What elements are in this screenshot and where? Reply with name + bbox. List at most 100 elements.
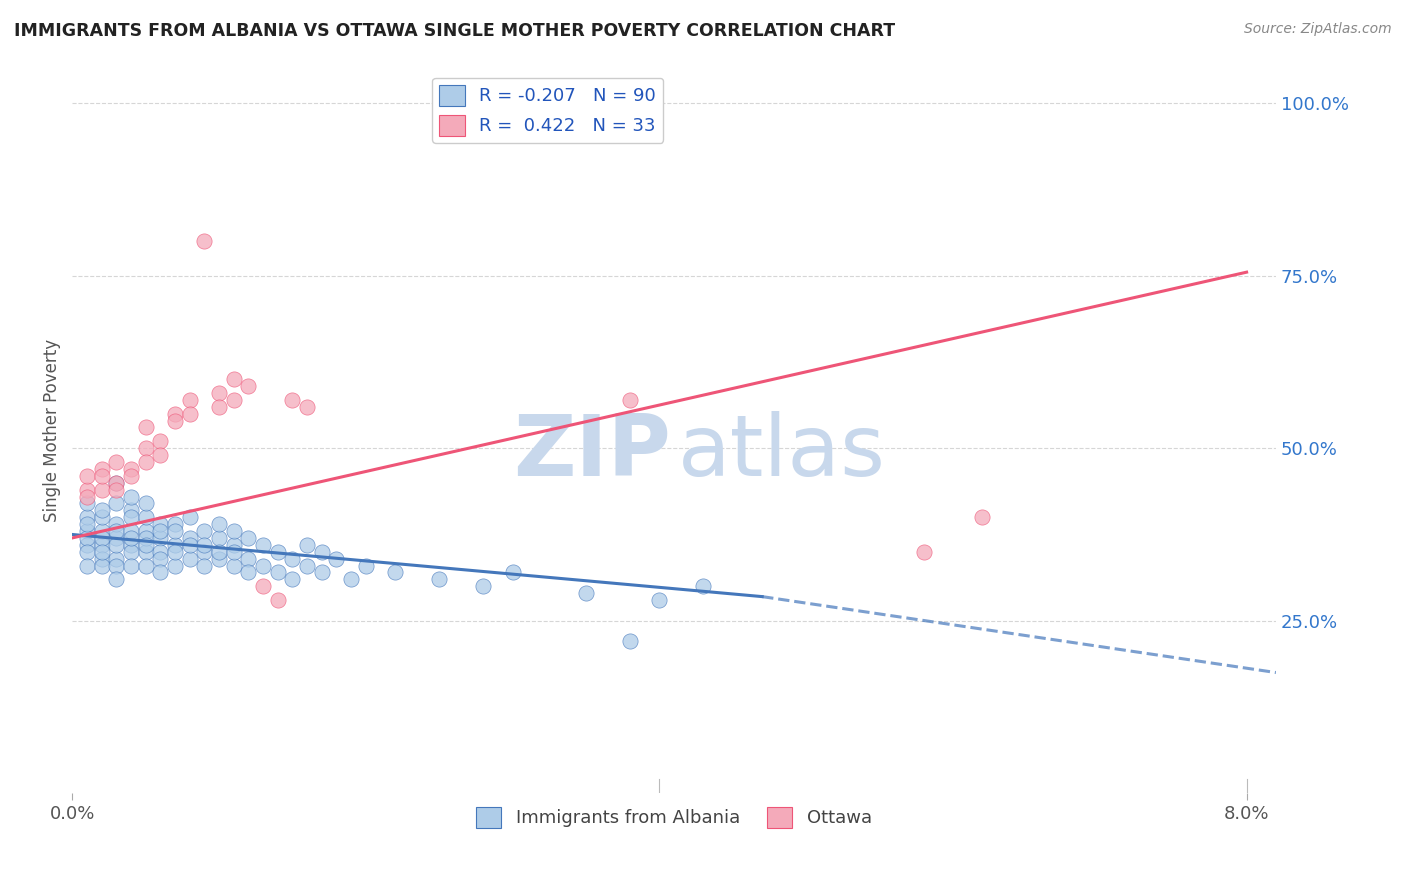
Point bbox=[222, 372, 245, 386]
Point bbox=[238, 551, 260, 566]
Point bbox=[76, 517, 98, 532]
Point bbox=[90, 510, 112, 524]
Point bbox=[222, 538, 245, 552]
Point bbox=[208, 400, 231, 414]
Point bbox=[120, 468, 142, 483]
Point bbox=[135, 455, 157, 469]
Point bbox=[105, 538, 128, 552]
Point bbox=[619, 634, 641, 648]
Point bbox=[193, 558, 215, 573]
Point bbox=[90, 524, 112, 538]
Point bbox=[163, 517, 186, 532]
Point bbox=[135, 524, 157, 538]
Point bbox=[105, 531, 128, 545]
Point bbox=[208, 386, 231, 401]
Point bbox=[105, 475, 128, 490]
Point bbox=[222, 524, 245, 538]
Point bbox=[76, 524, 98, 538]
Point bbox=[149, 524, 172, 538]
Text: Source: ZipAtlas.com: Source: ZipAtlas.com bbox=[1244, 22, 1392, 37]
Point bbox=[120, 531, 142, 545]
Point bbox=[135, 510, 157, 524]
Point bbox=[267, 593, 290, 607]
Point bbox=[120, 503, 142, 517]
Point bbox=[912, 545, 935, 559]
Point bbox=[648, 593, 671, 607]
Point bbox=[76, 531, 98, 545]
Point bbox=[149, 517, 172, 532]
Point bbox=[267, 545, 290, 559]
Point bbox=[193, 545, 215, 559]
Point bbox=[76, 538, 98, 552]
Point bbox=[252, 579, 274, 593]
Point bbox=[149, 531, 172, 545]
Point bbox=[208, 545, 231, 559]
Point bbox=[222, 558, 245, 573]
Point bbox=[90, 531, 112, 545]
Point bbox=[193, 234, 215, 248]
Point bbox=[149, 545, 172, 559]
Point bbox=[238, 566, 260, 580]
Legend: Immigrants from Albania, Ottawa: Immigrants from Albania, Ottawa bbox=[470, 800, 879, 835]
Point bbox=[163, 558, 186, 573]
Point bbox=[222, 545, 245, 559]
Point bbox=[354, 558, 377, 573]
Point bbox=[135, 558, 157, 573]
Point bbox=[105, 455, 128, 469]
Point bbox=[76, 468, 98, 483]
Point bbox=[238, 379, 260, 393]
Point bbox=[972, 510, 994, 524]
Point bbox=[295, 538, 318, 552]
Point bbox=[179, 538, 201, 552]
Point bbox=[163, 538, 186, 552]
Point bbox=[163, 545, 186, 559]
Point bbox=[120, 558, 142, 573]
Point bbox=[619, 392, 641, 407]
Point bbox=[311, 566, 333, 580]
Point bbox=[179, 407, 201, 421]
Point bbox=[502, 566, 524, 580]
Point bbox=[163, 414, 186, 428]
Point bbox=[575, 586, 598, 600]
Point bbox=[76, 483, 98, 497]
Point bbox=[90, 545, 112, 559]
Point bbox=[135, 496, 157, 510]
Point bbox=[281, 572, 304, 586]
Point bbox=[179, 531, 201, 545]
Point bbox=[120, 462, 142, 476]
Point bbox=[163, 407, 186, 421]
Point bbox=[208, 531, 231, 545]
Point bbox=[208, 551, 231, 566]
Point bbox=[76, 558, 98, 573]
Point bbox=[90, 538, 112, 552]
Point bbox=[208, 517, 231, 532]
Point bbox=[135, 545, 157, 559]
Point bbox=[105, 483, 128, 497]
Point bbox=[149, 551, 172, 566]
Text: ZIP: ZIP bbox=[513, 411, 671, 494]
Point bbox=[252, 558, 274, 573]
Point bbox=[238, 531, 260, 545]
Point bbox=[90, 503, 112, 517]
Point bbox=[193, 524, 215, 538]
Point bbox=[179, 551, 201, 566]
Point bbox=[427, 572, 450, 586]
Point bbox=[135, 441, 157, 455]
Point bbox=[281, 392, 304, 407]
Point bbox=[193, 538, 215, 552]
Point bbox=[120, 545, 142, 559]
Point bbox=[281, 551, 304, 566]
Point bbox=[90, 468, 112, 483]
Point bbox=[90, 551, 112, 566]
Text: atlas: atlas bbox=[678, 411, 886, 494]
Point bbox=[222, 392, 245, 407]
Point bbox=[149, 566, 172, 580]
Point bbox=[76, 496, 98, 510]
Point bbox=[135, 538, 157, 552]
Point bbox=[179, 392, 201, 407]
Point bbox=[295, 400, 318, 414]
Point bbox=[179, 510, 201, 524]
Point bbox=[252, 538, 274, 552]
Point bbox=[105, 475, 128, 490]
Point bbox=[105, 517, 128, 532]
